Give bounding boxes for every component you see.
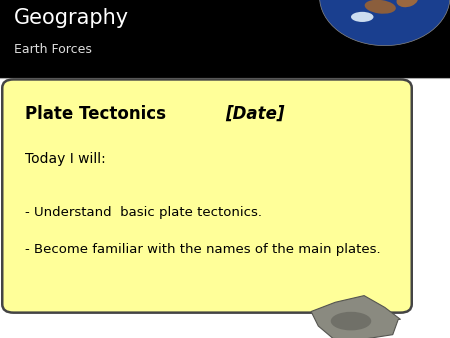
Ellipse shape — [351, 12, 374, 22]
Text: - Become familiar with the names of the main plates.: - Become familiar with the names of the … — [25, 243, 380, 256]
FancyBboxPatch shape — [2, 79, 412, 313]
Text: Today I will:: Today I will: — [25, 152, 105, 166]
Ellipse shape — [364, 0, 396, 14]
Text: Earth Forces: Earth Forces — [14, 43, 91, 55]
Text: Plate Tectonics: Plate Tectonics — [25, 105, 166, 123]
Polygon shape — [311, 296, 400, 338]
Ellipse shape — [331, 312, 371, 331]
Text: [Date]: [Date] — [225, 105, 284, 123]
Ellipse shape — [396, 0, 418, 7]
Bar — [0, 0, 450, 78]
Text: - Understand  basic plate tectonics.: - Understand basic plate tectonics. — [25, 206, 262, 219]
Text: Geography: Geography — [14, 8, 129, 28]
Circle shape — [320, 0, 450, 46]
